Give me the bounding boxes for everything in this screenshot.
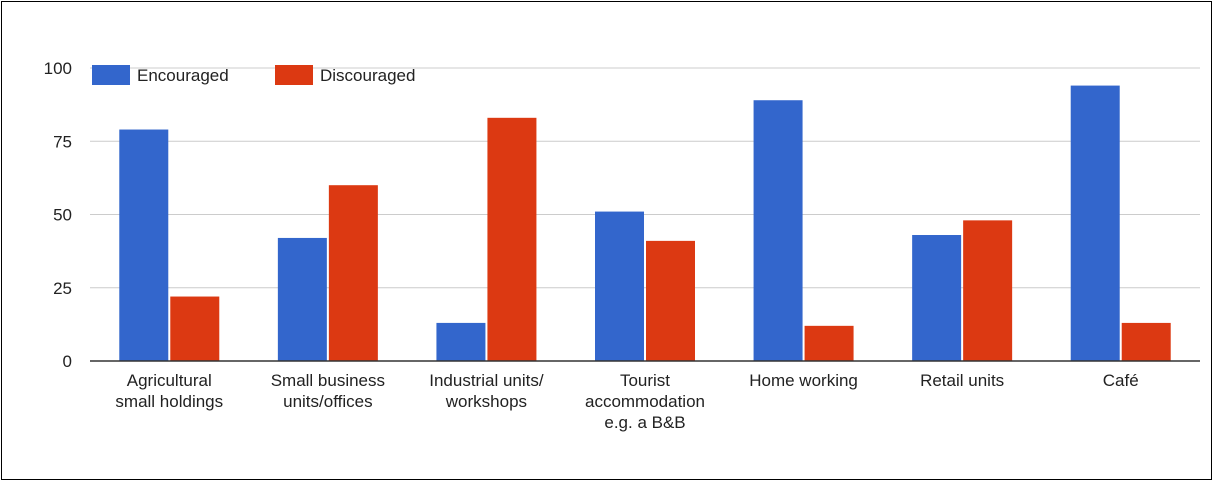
bar-discouraged-4 xyxy=(804,325,854,361)
x-tick-label: accommodation xyxy=(585,392,705,411)
x-axis: Agricultural small holdings Small business… xyxy=(90,360,1200,432)
x-tick-label: Retail units xyxy=(920,371,1004,390)
legend-label-encouraged: Encouraged xyxy=(137,66,229,85)
y-tick-label: 25 xyxy=(53,279,72,298)
bar-encouraged-1 xyxy=(277,237,327,361)
legend: Encouraged Discouraged xyxy=(92,65,415,85)
x-tick-label: units/offices xyxy=(283,392,372,411)
x-tick-label: Café xyxy=(1103,371,1139,390)
y-tick-label: 75 xyxy=(53,132,72,151)
bar-encouraged-0 xyxy=(119,129,169,361)
bar-discouraged-5 xyxy=(963,220,1013,361)
x-tick-label: Home working xyxy=(749,371,858,390)
x-tick-label: workshops xyxy=(445,392,527,411)
legend-swatch-discouraged xyxy=(275,65,313,85)
bar-discouraged-3 xyxy=(646,240,695,361)
y-tick-label: 0 xyxy=(63,352,72,371)
x-tick-label: e.g. a B&B xyxy=(604,413,685,432)
bar-discouraged-0 xyxy=(170,296,220,361)
bar-discouraged-6 xyxy=(1121,322,1171,361)
y-axis-ticks: 0 25 50 75 100 xyxy=(44,59,72,371)
bar-encouraged-3 xyxy=(595,211,644,361)
legend-label-discouraged: Discouraged xyxy=(320,66,415,85)
y-tick-label: 50 xyxy=(53,206,72,225)
x-tick-label: Small business xyxy=(271,371,385,390)
bars xyxy=(119,85,1171,361)
bar-encouraged-4 xyxy=(753,100,803,361)
x-tick-label: Agricultural xyxy=(127,371,212,390)
x-tick-label: Tourist xyxy=(620,371,670,390)
bar-encouraged-5 xyxy=(912,235,962,361)
bar-encouraged-6 xyxy=(1070,85,1120,361)
gridlines xyxy=(90,67,1200,289)
bar-discouraged-2 xyxy=(487,117,537,361)
bar-encouraged-2 xyxy=(436,322,486,361)
x-tick-label: small holdings xyxy=(115,392,223,411)
x-tick-label: Industrial units/ xyxy=(429,371,544,390)
legend-swatch-encouraged xyxy=(92,65,130,85)
bar-discouraged-1 xyxy=(328,185,378,361)
y-tick-label: 100 xyxy=(44,59,72,78)
